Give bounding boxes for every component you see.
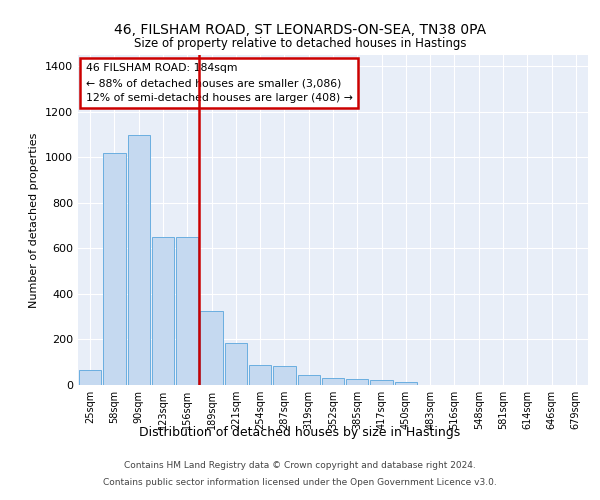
Bar	[152, 237, 174, 385]
Bar	[79, 370, 101, 385]
Bar	[249, 364, 271, 385]
Text: Contains HM Land Registry data © Crown copyright and database right 2024.: Contains HM Land Registry data © Crown c…	[124, 460, 476, 469]
Bar	[322, 378, 344, 385]
Y-axis label: Number of detached properties: Number of detached properties	[29, 132, 40, 308]
Text: 46 FILSHAM ROAD: 184sqm
← 88% of detached houses are smaller (3,086)
12% of semi: 46 FILSHAM ROAD: 184sqm ← 88% of detache…	[86, 63, 353, 103]
Text: 46, FILSHAM ROAD, ST LEONARDS-ON-SEA, TN38 0PA: 46, FILSHAM ROAD, ST LEONARDS-ON-SEA, TN…	[114, 22, 486, 36]
Bar	[128, 134, 150, 385]
Bar	[370, 380, 393, 385]
Text: Size of property relative to detached houses in Hastings: Size of property relative to detached ho…	[134, 38, 466, 51]
Bar	[273, 366, 296, 385]
Text: Distribution of detached houses by size in Hastings: Distribution of detached houses by size …	[139, 426, 461, 439]
Bar	[346, 380, 368, 385]
Bar	[224, 343, 247, 385]
Bar	[176, 237, 199, 385]
Bar	[200, 311, 223, 385]
Bar	[395, 382, 417, 385]
Text: Contains public sector information licensed under the Open Government Licence v3: Contains public sector information licen…	[103, 478, 497, 487]
Bar	[298, 375, 320, 385]
Bar	[103, 153, 125, 385]
